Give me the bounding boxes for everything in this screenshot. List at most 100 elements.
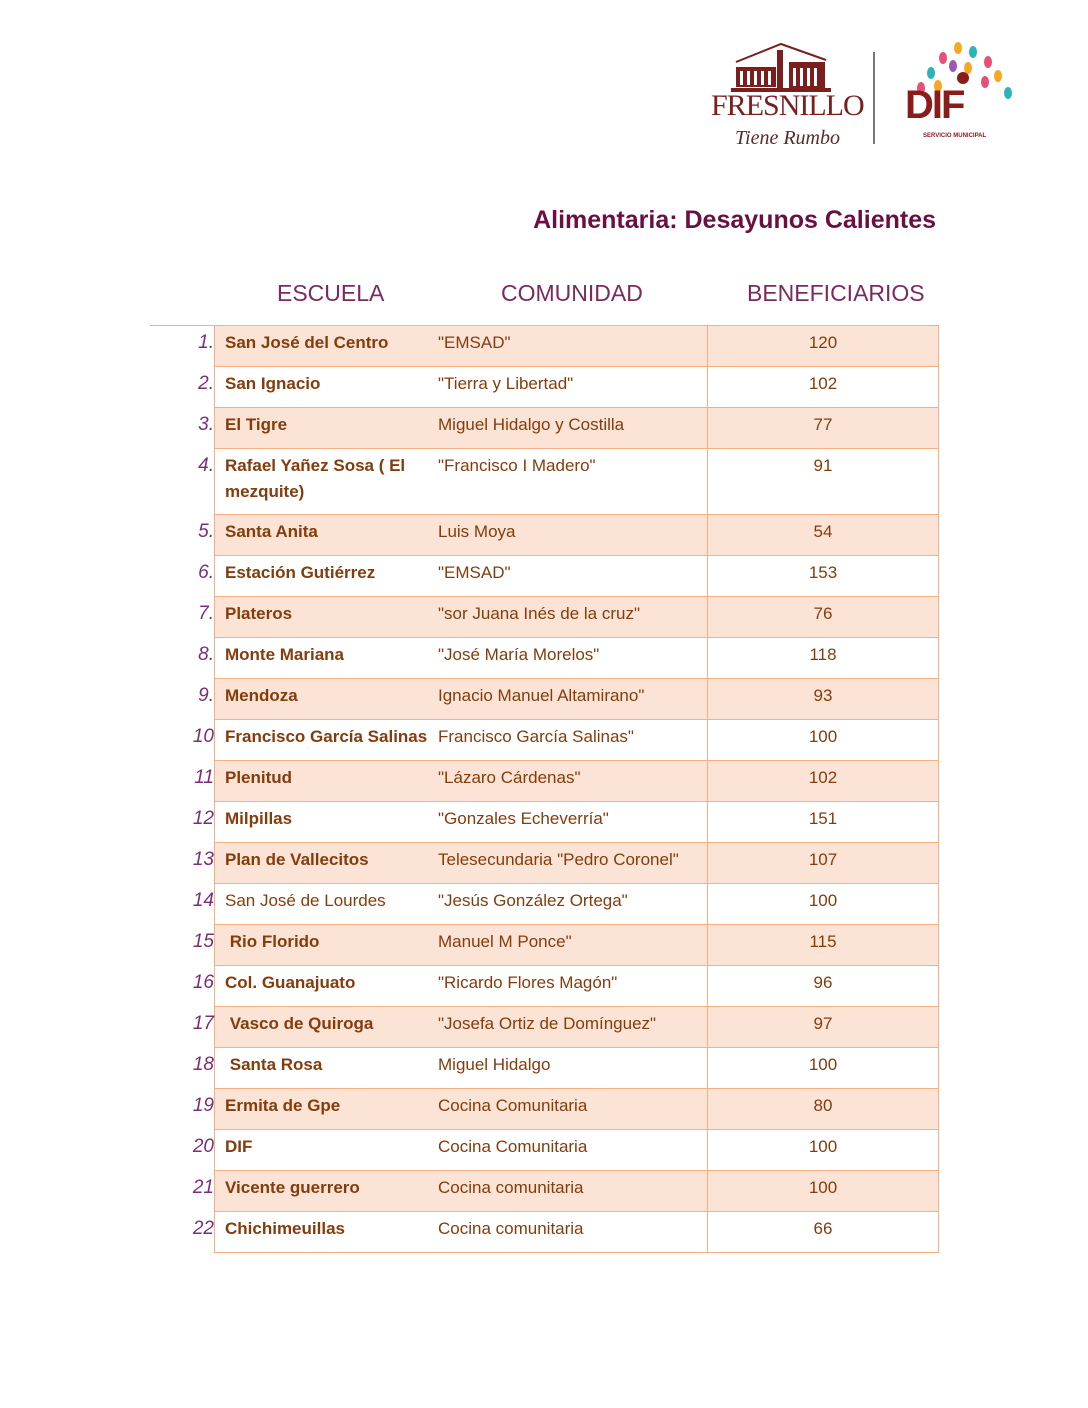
row-number: 18 [150, 1047, 215, 1089]
escuela-cell: San Ignacio [214, 366, 428, 408]
beneficiarios-cell: 100 [707, 883, 939, 925]
row-number: 19 [150, 1088, 215, 1130]
row-number: 9. [150, 678, 215, 720]
beneficiarios-cell: 96 [707, 965, 939, 1007]
escuela-cell: Ermita de Gpe [214, 1088, 428, 1130]
beneficiarios-cell: 118 [707, 637, 939, 679]
comunidad-cell: "sor Juana Inés de la cruz" [428, 596, 708, 638]
table-row: 13 Plan de Vallecitos Telesecundaria "Pedr… [150, 842, 939, 884]
page-title: Alimentaria: Desayunos Calientes [533, 206, 936, 234]
comunidad-cell: Cocina Comunitaria [428, 1129, 708, 1171]
beneficiarios-cell: 153 [707, 555, 939, 597]
beneficiarios-cell: 93 [707, 678, 939, 720]
beneficiarios-cell: 102 [707, 760, 939, 802]
beneficiarios-cell: 100 [707, 719, 939, 761]
fresnillo-tagline: Tiene Rumbo [735, 127, 840, 149]
row-number: 15 [150, 924, 215, 966]
table-row: 17 Vasco de Quiroga "Josefa Ortiz de Domí… [150, 1006, 939, 1048]
escuela-cell: DIF [214, 1129, 428, 1171]
escuela-cell: Vicente guerrero [214, 1170, 428, 1212]
row-number: 1. [150, 325, 215, 367]
table-row: 19 Ermita de Gpe Cocina Comunitaria 80 [150, 1088, 939, 1130]
escuela-cell: Estación Gutiérrez [214, 555, 428, 597]
escuela-cell: Chichimeuillas [214, 1211, 428, 1253]
comunidad-cell: "Tierra y Libertad" [428, 366, 708, 408]
row-number: 12 [150, 801, 215, 843]
comunidad-cell: Telesecundaria "Pedro Coronel" [428, 842, 708, 884]
logo-divider [873, 52, 875, 144]
table-row: 5. Santa Anita Luis Moya 54 [150, 514, 939, 556]
beneficiarios-cell: 76 [707, 596, 939, 638]
comunidad-cell: Cocina comunitaria [428, 1211, 708, 1253]
beneficiarios-cell: 66 [707, 1211, 939, 1253]
row-number: 13 [150, 842, 215, 884]
beneficiarios-cell: 102 [707, 366, 939, 408]
table-row: 3. El Tigre Miguel Hidalgo y Costilla 77 [150, 407, 939, 449]
escuela-cell: Plateros [214, 596, 428, 638]
escuela-cell: Francisco García Salinas [214, 719, 428, 761]
beneficiarios-cell: 115 [707, 924, 939, 966]
escuela-cell: Plenitud [214, 760, 428, 802]
row-number: 6. [150, 555, 215, 597]
table-row: 7. Plateros "sor Juana Inés de la cruz" 76 [150, 596, 939, 638]
table-row: 18 Santa Rosa Miguel Hidalgo 100 [150, 1047, 939, 1089]
row-number: 20 [150, 1129, 215, 1171]
beneficiarios-cell: 97 [707, 1006, 939, 1048]
comunidad-cell: Miguel Hidalgo y Costilla [428, 407, 708, 449]
beneficiarios-cell: 107 [707, 842, 939, 884]
beneficiarios-cell: 100 [707, 1047, 939, 1089]
comunidad-cell: "Gonzales Echeverría" [428, 801, 708, 843]
row-number: 7. [150, 596, 215, 638]
dif-tree-icon [917, 42, 1012, 99]
row-number: 16 [150, 965, 215, 1007]
comunidad-cell: Cocina Comunitaria [428, 1088, 708, 1130]
comunidad-cell: "Ricardo Flores Magón" [428, 965, 708, 1007]
row-number: 4. [150, 448, 215, 515]
comunidad-cell: "Josefa Ortiz de Domínguez" [428, 1006, 708, 1048]
table-row: 11 Plenitud "Lázaro Cárdenas" 102 [150, 760, 939, 802]
table-row: 4. Rafael Yañez Sosa ( El mezquite) "Franc… [150, 448, 939, 515]
table-row: 21 Vicente guerrero Cocina comunitaria 100 [150, 1170, 939, 1212]
table-row: 15 Rio Florido Manuel M Ponce" 115 [150, 924, 939, 966]
escuela-cell: Santa Anita [214, 514, 428, 556]
row-number: 10 [150, 719, 215, 761]
header-comunidad: COMUNIDAD [501, 280, 643, 306]
table-row: 20 DIF Cocina Comunitaria 100 [150, 1129, 939, 1171]
header-logos: FRESNILLO Tiene Rumbo DIF SERVICIO MUNIC… [705, 38, 1025, 158]
header-escuela: ESCUELA [277, 280, 385, 306]
escuela-cell: San José de Lourdes [214, 883, 428, 925]
escuela-cell: Milpillas [214, 801, 428, 843]
comunidad-cell: Ignacio Manuel Altamirano" [428, 678, 708, 720]
fresnillo-logo-text: FRESNILLO [711, 89, 865, 122]
beneficiarios-cell: 120 [707, 325, 939, 367]
beneficiarios-cell: 151 [707, 801, 939, 843]
beneficiarios-cell: 100 [707, 1170, 939, 1212]
table-row: 8. Monte Mariana "José María Morelos" 118 [150, 637, 939, 679]
table-row: 16 Col. Guanajuato "Ricardo Flores Magón" 9… [150, 965, 939, 1007]
row-number: 8. [150, 637, 215, 679]
table-row: 22 Chichimeuillas Cocina comunitaria 66 [150, 1211, 939, 1253]
table-row: 2. San Ignacio "Tierra y Libertad" 102 [150, 366, 939, 408]
comunidad-cell: "Lázaro Cárdenas" [428, 760, 708, 802]
escuela-cell: San José del Centro [214, 325, 428, 367]
dif-logo-text: DIF [905, 83, 965, 127]
row-number: 3. [150, 407, 215, 449]
escuela-cell: El Tigre [214, 407, 428, 449]
comunidad-cell: Cocina comunitaria [428, 1170, 708, 1212]
comunidad-cell: "Francisco I Madero" [428, 448, 708, 515]
beneficiarios-cell: 91 [707, 448, 939, 515]
row-number: 14 [150, 883, 215, 925]
escuela-cell: Monte Mariana [214, 637, 428, 679]
comunidad-cell: "José María Morelos" [428, 637, 708, 679]
row-number: 17 [150, 1006, 215, 1048]
escuela-cell: Rafael Yañez Sosa ( El mezquite) [214, 448, 428, 515]
comunidad-cell: "Jesús González Ortega" [428, 883, 708, 925]
beneficiarios-cell: 80 [707, 1088, 939, 1130]
header-beneficiarios: BENEFICIARIOS [747, 280, 925, 306]
row-number: 21 [150, 1170, 215, 1212]
escuela-cell: Rio Florido [214, 924, 428, 966]
escuela-cell: Col. Guanajuato [214, 965, 428, 1007]
comunidad-cell: Luis Moya [428, 514, 708, 556]
beneficiarios-cell: 54 [707, 514, 939, 556]
comunidad-cell: "EMSAD" [428, 555, 708, 597]
